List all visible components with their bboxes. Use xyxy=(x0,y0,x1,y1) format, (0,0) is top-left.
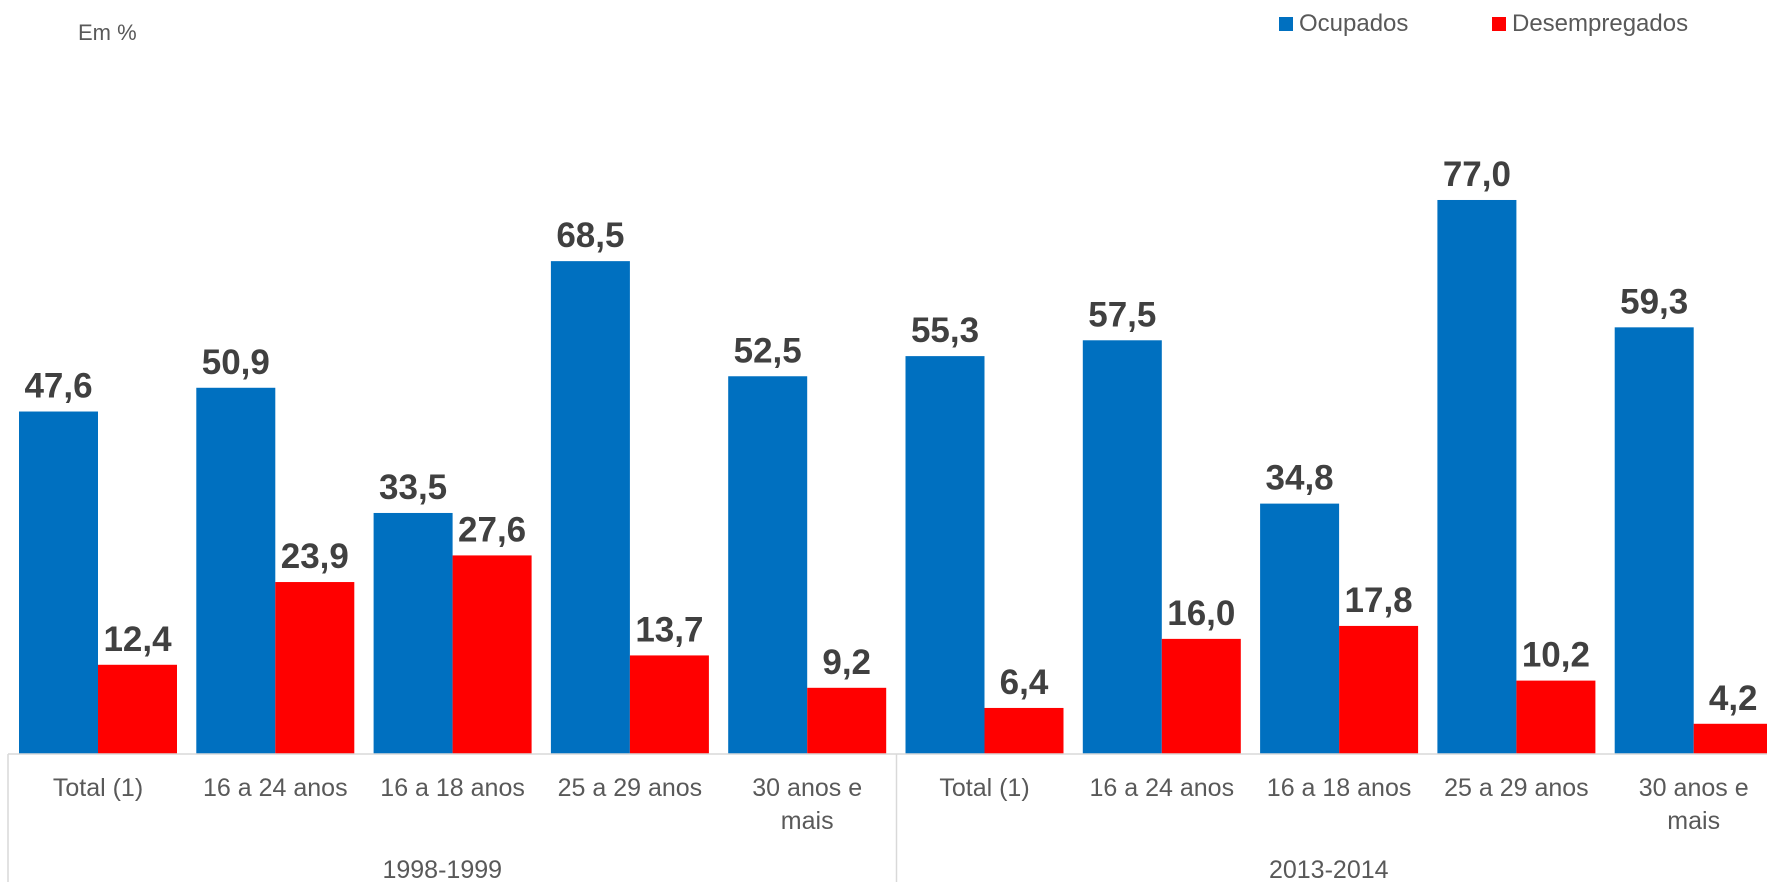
bar-desempregados xyxy=(98,664,177,754)
data-label-desempregados: 13,7 xyxy=(635,610,703,649)
bar-desempregados xyxy=(629,655,709,754)
data-label-desempregados: 17,8 xyxy=(1345,581,1413,620)
legend: Ocupados Desempregados xyxy=(1267,10,1767,40)
data-label-desempregados: 12,4 xyxy=(103,620,172,659)
data-label-ocupados: 59,3 xyxy=(1620,282,1688,321)
data-label-ocupados: 50,9 xyxy=(202,343,270,382)
data-label-desempregados: 9,2 xyxy=(822,643,871,682)
bar-desempregados xyxy=(807,687,887,754)
data-label-ocupados: 57,5 xyxy=(1088,295,1156,334)
bar-desempregados xyxy=(984,707,1064,754)
legend-swatch-ocupados xyxy=(1279,17,1293,31)
data-label-desempregados: 10,2 xyxy=(1522,636,1590,675)
legend-label-ocupados: Ocupados xyxy=(1299,10,1409,37)
bar-ocupados xyxy=(1437,199,1517,755)
data-label-ocupados: 33,5 xyxy=(379,468,447,507)
bar-ocupados xyxy=(728,376,808,754)
bar-ocupados xyxy=(373,512,453,754)
bar-desempregados xyxy=(1161,638,1241,754)
category-label: Total (1) xyxy=(939,774,1029,802)
legend-swatch-desempregados xyxy=(1492,17,1506,31)
category-label: 16 a 24 anos xyxy=(203,774,348,802)
legend-label-desempregados: Desempregados xyxy=(1512,10,1689,37)
bar-ocupados xyxy=(1082,340,1162,754)
legend-item-ocupados: Ocupados xyxy=(1279,10,1408,38)
category-label: 25 a 29 anos xyxy=(1444,774,1589,802)
category-label: 16 a 18 anos xyxy=(1267,774,1412,802)
group-label: 1998-1999 xyxy=(382,856,502,882)
bar-ocupados xyxy=(905,356,985,754)
bar-desempregados xyxy=(1693,723,1767,754)
category-label: 30 anos e mais xyxy=(1639,774,1749,835)
data-label-ocupados: 77,0 xyxy=(1443,155,1511,194)
category-label: 25 a 29 anos xyxy=(558,774,703,802)
bar-ocupados xyxy=(196,387,276,754)
legend-item-desempregados: Desempregados xyxy=(1492,10,1688,38)
data-label-desempregados: 23,9 xyxy=(281,537,349,576)
data-label-desempregados: 27,6 xyxy=(458,510,526,549)
data-label-ocupados: 55,3 xyxy=(911,311,979,350)
data-label-ocupados: 68,5 xyxy=(556,216,624,255)
data-label-desempregados: 6,4 xyxy=(1000,663,1049,702)
category-label: Total (1) xyxy=(53,774,143,802)
data-label-ocupados: 34,8 xyxy=(1266,459,1334,498)
data-label-desempregados: 16,0 xyxy=(1167,594,1235,633)
data-label-ocupados: 47,6 xyxy=(24,367,92,406)
group-label: 2013-2014 xyxy=(1269,856,1389,882)
unit-label: Em % xyxy=(78,20,137,45)
bar-ocupados xyxy=(1260,503,1340,754)
bar-desempregados xyxy=(1339,625,1419,754)
bar-ocupados xyxy=(1614,327,1694,754)
category-label: 16 a 24 anos xyxy=(1090,774,1235,802)
data-label-ocupados: 52,5 xyxy=(734,331,802,370)
data-label-desempregados: 4,2 xyxy=(1709,679,1758,718)
bar-desempregados xyxy=(1516,680,1596,754)
bar-desempregados xyxy=(452,555,532,754)
bar-desempregados xyxy=(275,582,355,754)
bar-ocupados xyxy=(550,261,630,754)
category-label: 16 a 18 anos xyxy=(380,774,525,802)
category-label: 30 anos e mais xyxy=(752,774,862,835)
bar-ocupados xyxy=(19,411,98,754)
